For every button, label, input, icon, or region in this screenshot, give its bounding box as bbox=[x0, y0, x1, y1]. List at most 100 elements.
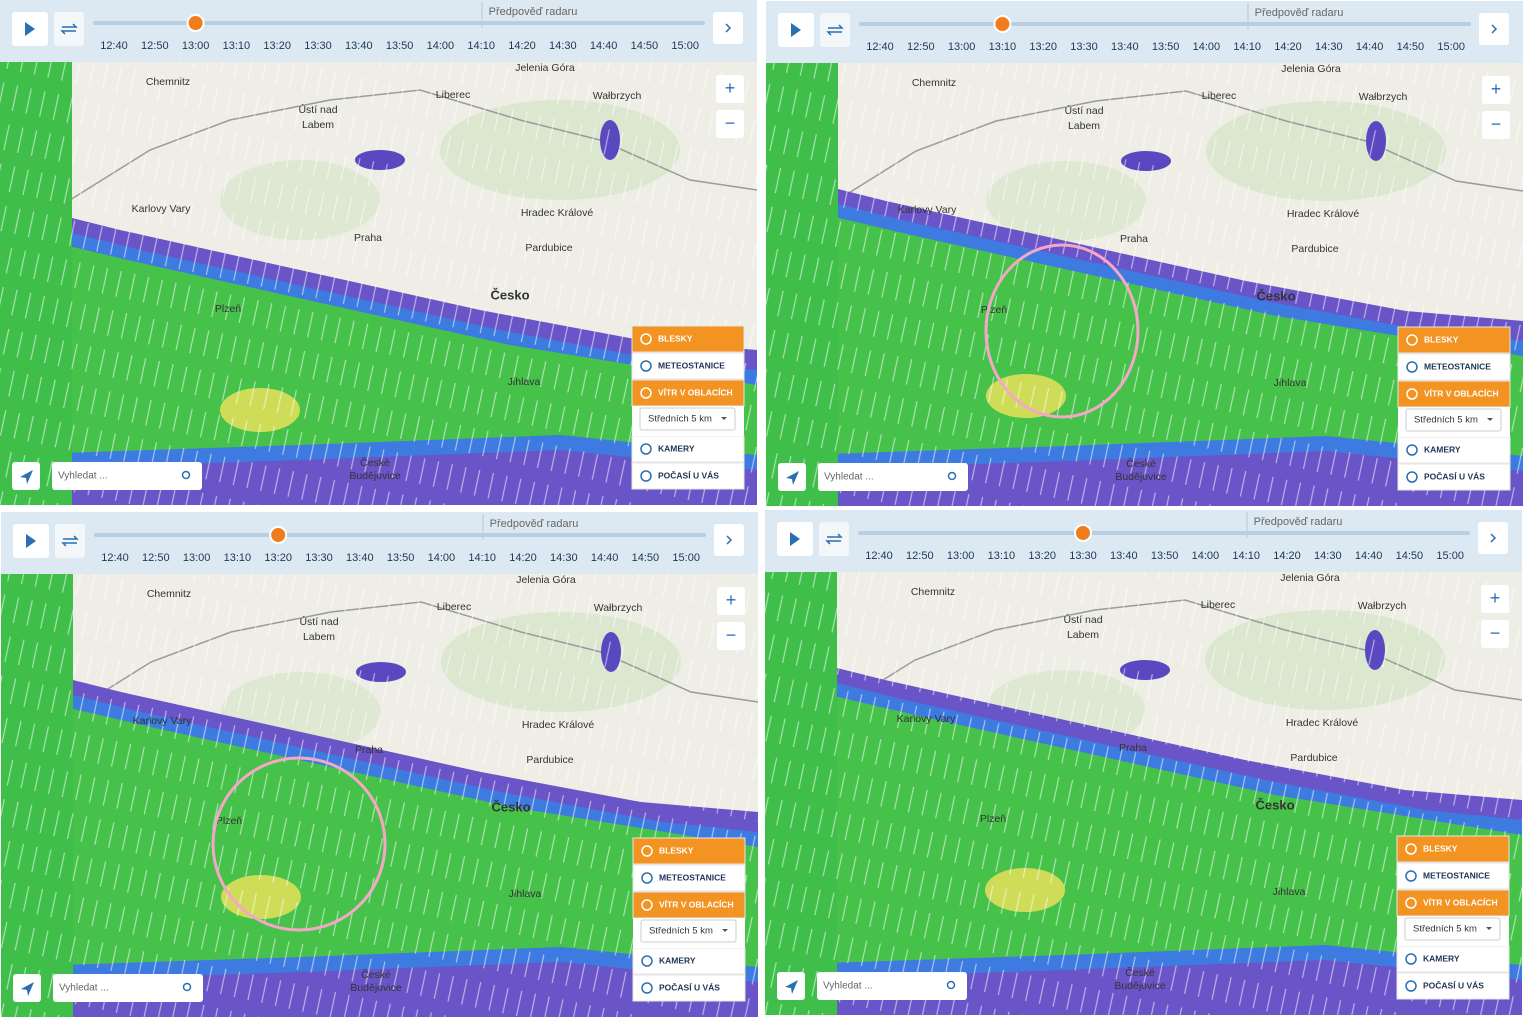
timeline-handle[interactable] bbox=[186, 14, 205, 32]
time-label[interactable]: 13:50 bbox=[1152, 41, 1180, 53]
time-label[interactable]: 14:20 bbox=[508, 40, 536, 52]
time-label[interactable]: 13:10 bbox=[989, 41, 1017, 53]
altitude-select[interactable] bbox=[640, 919, 737, 943]
time-label[interactable]: 15:00 bbox=[671, 40, 699, 52]
zoom-button[interactable] bbox=[1482, 76, 1510, 104]
altitude-select[interactable] bbox=[639, 407, 736, 431]
zoom-button[interactable] bbox=[1481, 620, 1509, 648]
time-label[interactable]: 12:40 bbox=[101, 552, 129, 564]
time-label[interactable]: 13:00 bbox=[183, 552, 211, 564]
dropdown-arrow bbox=[722, 929, 728, 932]
time-label[interactable]: 13:40 bbox=[345, 40, 373, 52]
search-input[interactable] bbox=[817, 972, 967, 1000]
next-button[interactable] bbox=[714, 524, 744, 556]
timeline-handle[interactable] bbox=[993, 15, 1012, 33]
time-label[interactable]: 13:10 bbox=[224, 552, 252, 564]
time-label[interactable]: 15:00 bbox=[1436, 550, 1464, 562]
altitude-label: Středních 5 km bbox=[649, 926, 713, 937]
time-label[interactable]: 13:30 bbox=[1070, 41, 1098, 53]
altitude-select[interactable] bbox=[1404, 917, 1501, 941]
time-label[interactable]: 13:40 bbox=[1110, 550, 1138, 562]
time-label[interactable]: 13:50 bbox=[386, 40, 414, 52]
layer-label: POČASÍ U VÁS bbox=[1423, 979, 1484, 990]
timeline-handle[interactable] bbox=[269, 526, 288, 544]
loop-button[interactable] bbox=[820, 13, 850, 47]
time-label[interactable]: 13:20 bbox=[263, 40, 291, 52]
next-button[interactable] bbox=[713, 12, 743, 44]
loop-button[interactable] bbox=[819, 522, 849, 556]
time-label[interactable]: 12:50 bbox=[142, 552, 170, 564]
layer-button[interactable] bbox=[1397, 436, 1511, 464]
time-label[interactable]: 14:40 bbox=[590, 40, 618, 52]
time-label[interactable]: 13:50 bbox=[1151, 550, 1179, 562]
zoom-button[interactable] bbox=[1481, 585, 1509, 613]
city-label: České bbox=[360, 456, 390, 469]
time-label[interactable]: 12:40 bbox=[100, 40, 128, 52]
time-label[interactable]: 13:10 bbox=[988, 550, 1016, 562]
time-label[interactable]: 13:30 bbox=[304, 40, 332, 52]
time-label[interactable]: 13:30 bbox=[1069, 550, 1097, 562]
time-label[interactable]: 14:10 bbox=[1233, 41, 1261, 53]
time-label[interactable]: 13:50 bbox=[387, 552, 415, 564]
next-button[interactable] bbox=[1478, 522, 1508, 554]
loop-icon bbox=[60, 23, 78, 35]
time-label[interactable]: 12:40 bbox=[866, 41, 894, 53]
time-label[interactable]: 14:40 bbox=[1355, 550, 1383, 562]
time-label[interactable]: 14:40 bbox=[1356, 41, 1384, 53]
time-label[interactable]: 14:30 bbox=[1314, 550, 1342, 562]
altitude-select[interactable] bbox=[1405, 408, 1502, 432]
search-icon bbox=[947, 471, 957, 481]
time-label[interactable]: 14:00 bbox=[1192, 550, 1220, 562]
time-label[interactable]: 13:40 bbox=[1111, 41, 1139, 53]
search-input[interactable] bbox=[53, 974, 203, 1002]
time-label[interactable]: 13:20 bbox=[264, 552, 292, 564]
time-label[interactable]: 15:00 bbox=[672, 552, 700, 564]
time-label[interactable]: 13:00 bbox=[948, 41, 976, 53]
search-input[interactable] bbox=[52, 462, 202, 490]
time-label[interactable]: 14:30 bbox=[549, 40, 577, 52]
time-label[interactable]: 14:10 bbox=[1232, 550, 1260, 562]
time-label[interactable]: 13:20 bbox=[1029, 41, 1057, 53]
time-label[interactable]: 13:00 bbox=[182, 40, 210, 52]
time-label[interactable]: 15:00 bbox=[1437, 41, 1465, 53]
time-label[interactable]: 14:00 bbox=[428, 552, 456, 564]
zoom-button[interactable] bbox=[1482, 111, 1510, 139]
zoom-button[interactable] bbox=[717, 587, 745, 615]
search-input[interactable] bbox=[818, 463, 968, 491]
time-label[interactable]: 14:40 bbox=[591, 552, 619, 564]
time-label[interactable]: 14:30 bbox=[550, 552, 578, 564]
time-label[interactable]: 12:40 bbox=[865, 550, 893, 562]
time-label[interactable]: 14:50 bbox=[632, 552, 660, 564]
time-label[interactable]: 13:20 bbox=[1028, 550, 1056, 562]
loop-button[interactable] bbox=[54, 12, 84, 46]
layer-label: KAMERY bbox=[659, 955, 696, 965]
time-label[interactable]: 14:50 bbox=[1396, 550, 1424, 562]
loop-button[interactable] bbox=[55, 524, 85, 558]
time-label[interactable]: 13:00 bbox=[947, 550, 975, 562]
time-label[interactable]: 14:10 bbox=[467, 40, 495, 52]
time-label[interactable]: 14:00 bbox=[1193, 41, 1221, 53]
zoom-button[interactable] bbox=[716, 110, 744, 138]
time-label[interactable]: 12:50 bbox=[141, 40, 169, 52]
time-label[interactable]: 12:50 bbox=[907, 41, 935, 53]
time-label[interactable]: 14:20 bbox=[1273, 550, 1301, 562]
play-icon bbox=[26, 534, 36, 548]
play-icon bbox=[25, 22, 35, 36]
time-label[interactable]: 14:50 bbox=[1397, 41, 1425, 53]
time-label[interactable]: 13:30 bbox=[305, 552, 333, 564]
zoom-button[interactable] bbox=[716, 75, 744, 103]
time-label[interactable]: 13:10 bbox=[223, 40, 251, 52]
time-label[interactable]: 14:30 bbox=[1315, 41, 1343, 53]
time-label[interactable]: 14:10 bbox=[468, 552, 496, 564]
timeline-handle[interactable] bbox=[1074, 524, 1092, 542]
time-label[interactable]: 14:00 bbox=[427, 40, 455, 52]
zoom-button[interactable] bbox=[717, 622, 745, 650]
time-label[interactable]: 12:50 bbox=[906, 550, 934, 562]
time-label[interactable]: 14:20 bbox=[509, 552, 537, 564]
next-button[interactable] bbox=[1479, 13, 1509, 45]
time-label[interactable]: 14:50 bbox=[631, 40, 659, 52]
city-label: Praha bbox=[354, 232, 382, 244]
city-label: Ústí nad bbox=[1063, 613, 1102, 626]
time-label[interactable]: 13:40 bbox=[346, 552, 374, 564]
time-label[interactable]: 14:20 bbox=[1274, 41, 1302, 53]
